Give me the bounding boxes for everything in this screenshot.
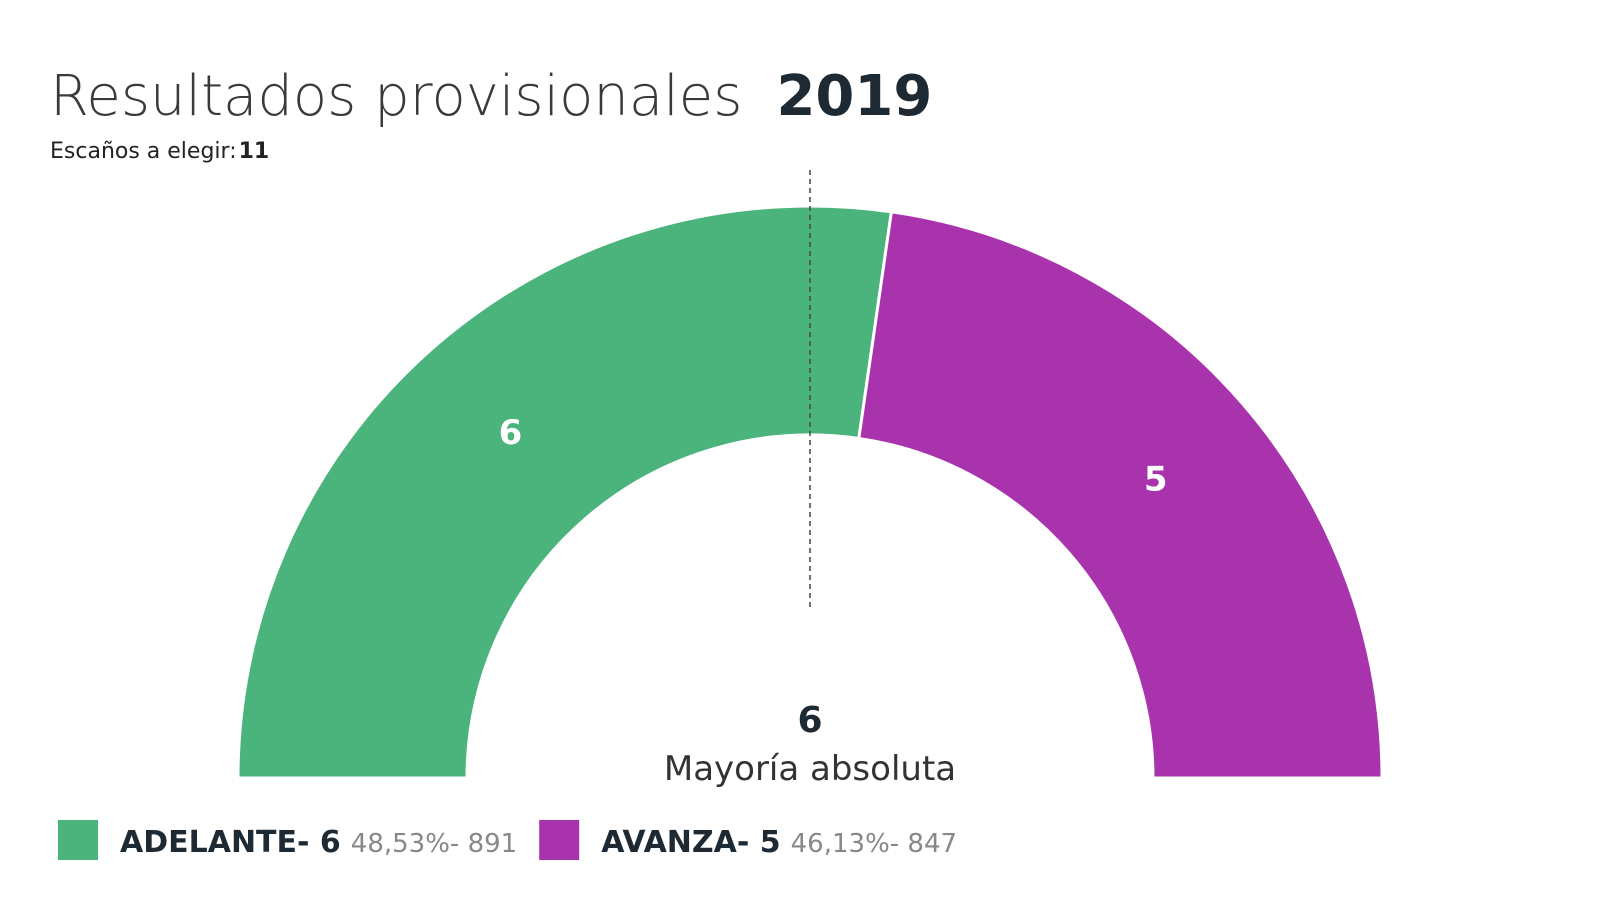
legend-detail: 48,53%- 891 xyxy=(351,829,517,859)
segment-label: 6 xyxy=(499,413,523,453)
legend-swatch xyxy=(58,820,98,860)
chart-title: Resultados provisionales xyxy=(50,64,742,129)
segment-label: 5 xyxy=(1144,459,1168,499)
seat-segment xyxy=(236,204,894,780)
chart-year: 2019 xyxy=(776,64,932,129)
subtitle: Escaños a elegir: xyxy=(50,139,237,164)
total-seats: 11 xyxy=(239,139,270,164)
legend-detail: 46,13%- 847 xyxy=(791,829,957,859)
majority-label: Mayoría absoluta xyxy=(664,749,956,789)
majority-value: 6 xyxy=(797,700,822,741)
legend-name: ADELANTE- 6 xyxy=(120,825,341,860)
seat-segment xyxy=(857,210,1384,780)
legend-name: AVANZA- 5 xyxy=(601,825,780,860)
legend-swatch xyxy=(539,820,580,860)
